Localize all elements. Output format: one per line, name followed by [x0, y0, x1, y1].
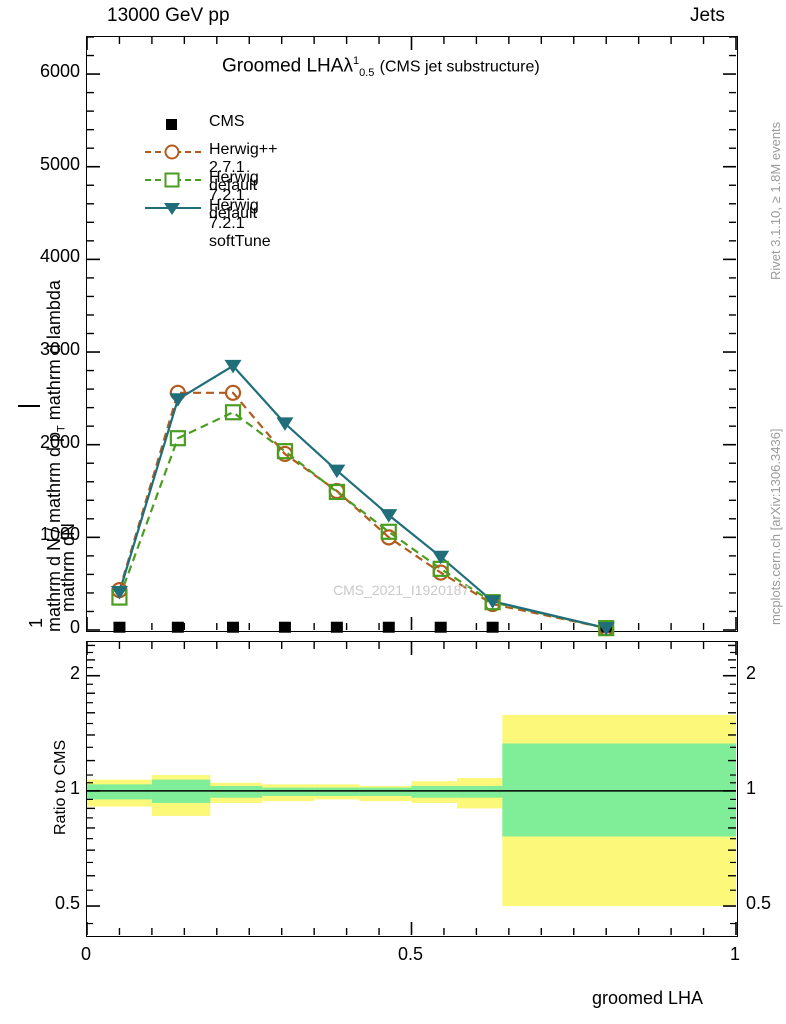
legend-marker-herwig721-default: [145, 172, 201, 188]
ratio-y-tick-label: 0.5: [54, 893, 80, 914]
main-y-tick-label: 0: [69, 617, 80, 637]
plot-title-superscript: 1: [352, 55, 360, 67]
x-tick-label: 0.5: [397, 944, 424, 964]
x-axis-label: groomed LHA: [592, 988, 704, 1008]
plot-title-suffix: (CMS jet substructure): [379, 58, 540, 76]
legend-marker-herwigpp271: [145, 144, 201, 160]
legend-marker-cms: [166, 119, 177, 130]
main-plot-panel: [86, 36, 738, 637]
main-y-axis-label-denominator: mathrm d N / mathrm d pT mathrm d lambda: [44, 280, 68, 632]
header-right-label: Jets: [690, 5, 725, 26]
rivet-version-note: Rivet 3.1.10, ≥ 1.8M events: [768, 121, 783, 280]
legend-label-herwig721-default: Herwig 7.2.1 default: [209, 169, 259, 222]
ratio-y-axis-label: Ratio to CMS: [52, 739, 69, 835]
y-axis-label-den-sub: T: [55, 425, 68, 432]
ratio-plot-canvas: [86, 642, 737, 935]
main-y-tick-label: 2000: [39, 431, 80, 452]
x-tick-label: 0: [80, 944, 91, 964]
y-axis-fraction-bar: [18, 405, 40, 407]
legend-label-cms: CMS: [209, 113, 245, 130]
main-y-tick-label: 6000: [39, 61, 80, 82]
ratio-y-tick-label-right: 2: [746, 662, 757, 683]
ratio-plot-panel: [86, 641, 738, 937]
y-axis-label-den-tail: mathrm d lambda: [44, 280, 64, 426]
y-axis-label-numerator: 1: [26, 617, 46, 628]
legend-label-herwigpp271: Herwig++ 2.7.1 default: [209, 141, 278, 194]
ratio-y-tick-label: 1: [69, 777, 80, 798]
dataset-watermark: CMS_2021_I1920187: [333, 582, 470, 598]
ratio-y-tick-label-right: 1: [746, 777, 757, 798]
mcplots-source-note: mcplots.cern.ch [arXiv:1306.3436]: [768, 428, 783, 625]
y-axis-label-den-main: mathrm d N / mathrm d p: [44, 431, 64, 632]
ratio-y-tick-label-right: 0.5: [746, 893, 772, 914]
plot-title: Groomed LHAλ10.5 (CMS jet substructure): [222, 55, 540, 79]
main-y-tick-label: 4000: [39, 246, 80, 267]
main-y-tick-label: 3000: [39, 339, 80, 360]
main-y-tick-label: 5000: [39, 153, 80, 174]
plot-title-prefix: Groomed LHA: [222, 55, 344, 77]
ratio-y-tick-label: 2: [69, 662, 80, 683]
plot-title-lambda: λ: [343, 55, 353, 77]
main-plot-canvas: [86, 36, 737, 637]
x-tick-label: 1: [729, 944, 740, 964]
header-left-label: 13000 GeV pp: [107, 5, 230, 26]
legend-marker-herwig721-softtune: [145, 203, 201, 215]
main-y-tick-label: 1000: [39, 524, 80, 545]
legend-label-herwig721-softtune: Herwig 7.2.1 softTune: [209, 197, 271, 250]
plot-title-subscript: 0.5: [359, 67, 375, 80]
